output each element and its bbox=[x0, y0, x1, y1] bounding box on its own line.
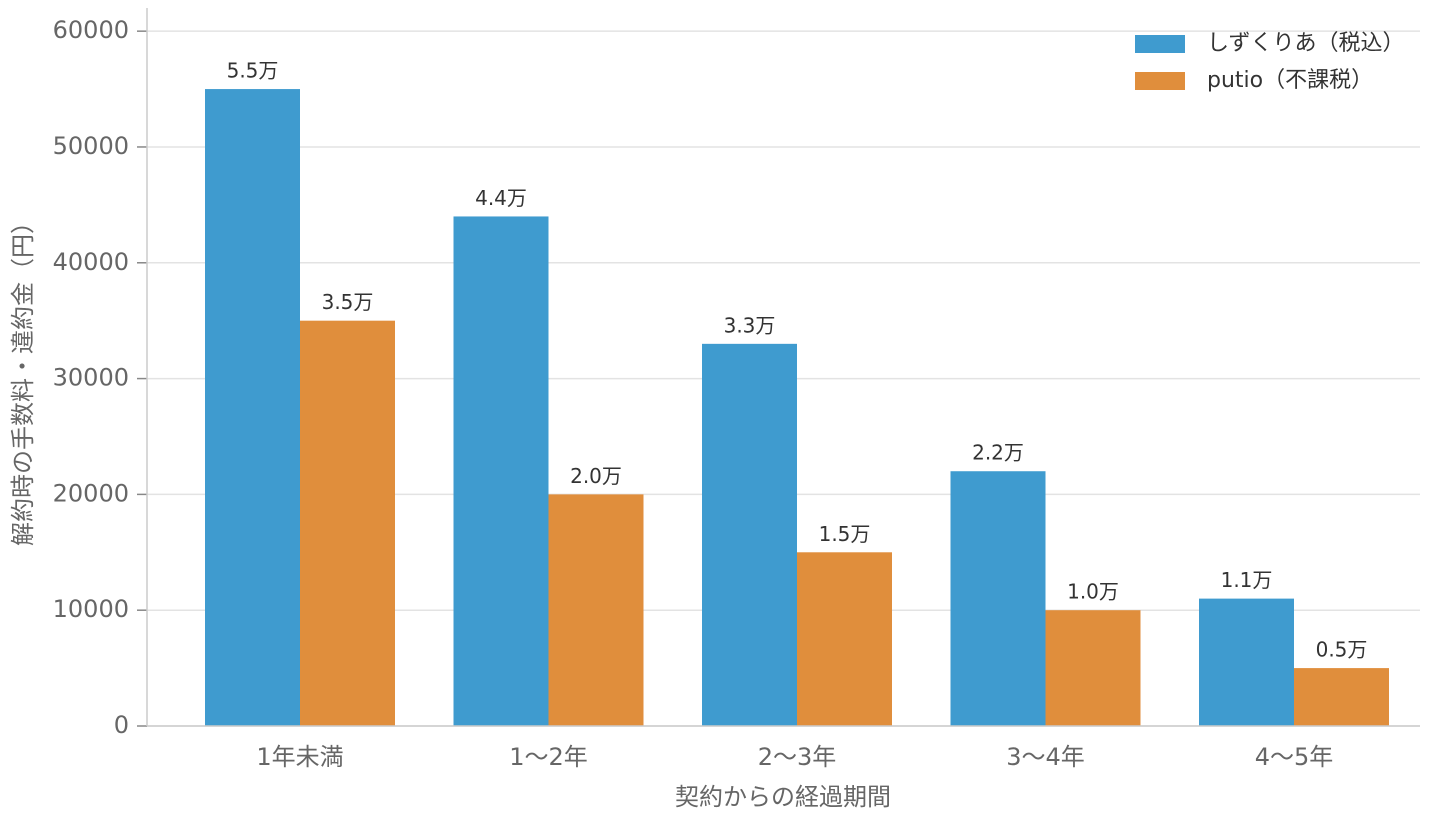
x-tick-label: 1年未満 bbox=[256, 743, 343, 771]
value-label: 3.5万 bbox=[322, 290, 374, 314]
value-label: 1.5万 bbox=[819, 522, 871, 546]
y-tick-label: 50000 bbox=[53, 132, 129, 160]
bar bbox=[453, 216, 549, 727]
value-label: 4.4万 bbox=[475, 186, 527, 210]
x-tick-label: 2〜3年 bbox=[758, 743, 837, 771]
legend-label: putio（不課税） bbox=[1207, 68, 1373, 93]
legend-swatch bbox=[1135, 72, 1185, 90]
bar bbox=[548, 494, 644, 726]
legend-swatch bbox=[1135, 35, 1185, 53]
bar bbox=[1294, 668, 1389, 726]
value-label: 1.0万 bbox=[1067, 580, 1119, 604]
y-tick-label: 30000 bbox=[53, 364, 129, 392]
x-axis-label: 契約からの経過期間 bbox=[675, 783, 891, 811]
y-tick-label: 60000 bbox=[53, 16, 129, 44]
value-label: 0.5万 bbox=[1316, 638, 1368, 662]
value-label: 3.3万 bbox=[724, 313, 776, 337]
legend-label: しずくりあ（税込） bbox=[1207, 31, 1405, 56]
bar bbox=[950, 471, 1046, 726]
y-axis-label: 解約時の手数料・違約金（円） bbox=[9, 210, 37, 546]
x-tick-label: 4〜5年 bbox=[1255, 743, 1334, 771]
value-label: 2.2万 bbox=[972, 441, 1024, 465]
bar bbox=[300, 320, 395, 726]
value-label: 2.0万 bbox=[570, 464, 622, 488]
x-tick-label: 1〜2年 bbox=[509, 743, 588, 771]
y-tick-label: 20000 bbox=[53, 479, 129, 507]
bar bbox=[702, 343, 797, 726]
bar bbox=[1199, 598, 1294, 726]
y-tick-label: 40000 bbox=[53, 248, 129, 276]
y-tick-label: 10000 bbox=[53, 595, 129, 623]
value-label: 1.1万 bbox=[1221, 568, 1273, 592]
y-tick-label: 0 bbox=[114, 711, 129, 739]
bar bbox=[797, 552, 892, 726]
value-label: 5.5万 bbox=[227, 59, 279, 83]
x-tick-label: 3〜4年 bbox=[1006, 743, 1085, 771]
bar bbox=[1045, 610, 1141, 726]
bar bbox=[205, 89, 300, 726]
